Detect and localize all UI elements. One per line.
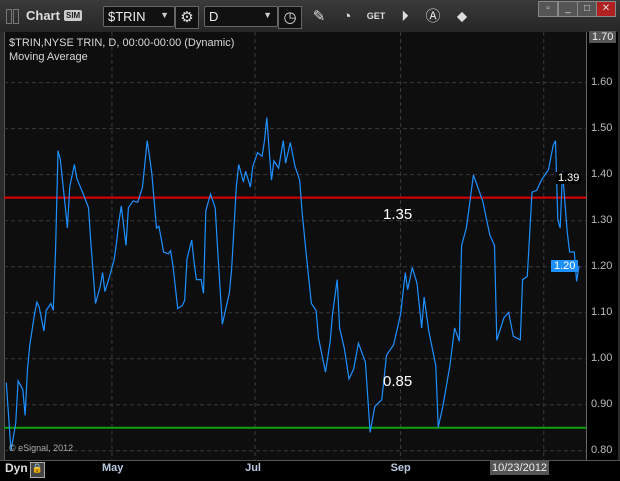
lock-icon[interactable]: 🔒 bbox=[30, 462, 45, 478]
symbol-dropdown[interactable]: $TRIN ▼ bbox=[103, 6, 175, 27]
pencil-icon[interactable]: ✎ bbox=[312, 8, 326, 25]
x-tick-label: Jul bbox=[245, 462, 261, 474]
play-icon[interactable]: ⏵ bbox=[401, 8, 409, 25]
time-axis[interactable] bbox=[0, 460, 620, 481]
cursor-date: 10/23/2012 bbox=[490, 461, 550, 475]
close-icon[interactable]: ✕ bbox=[596, 1, 616, 17]
alert-icon[interactable]: Ⓐ bbox=[425, 8, 441, 25]
legend-symbol: $TRIN,NYSE TRIN, D, 00:00-00:00 (Dynamic… bbox=[9, 37, 235, 49]
y-tick-label: 1.20 bbox=[591, 259, 613, 272]
title-bar: Chart SIM $TRIN ▼ ⚙ D ▼ ◷ ✎ ◔ GET ⏵ Ⓐ ⬥ ▫ … bbox=[0, 0, 620, 32]
y-tick-label: 1.30 bbox=[591, 213, 613, 226]
interval-dropdown[interactable]: D ▼ bbox=[204, 6, 278, 27]
trin-series-line bbox=[5, 117, 580, 451]
interval-value: D bbox=[209, 9, 219, 24]
price-tag-other: 1.39 bbox=[556, 172, 582, 185]
x-tick-label: May bbox=[101, 462, 124, 474]
y-tick-label: 1.00 bbox=[591, 351, 613, 364]
study-icon[interactable]: ◔ bbox=[342, 8, 352, 25]
sim-badge: SIM bbox=[64, 10, 83, 21]
x-tick-label: Sep bbox=[390, 462, 411, 474]
top-price-tag: 1.70 bbox=[589, 31, 617, 43]
y-tick-label: 1.40 bbox=[591, 167, 613, 180]
upper-line-label: 1.35 bbox=[383, 206, 413, 223]
plot-area[interactable] bbox=[4, 32, 587, 460]
link-icon[interactable]: ⬥ bbox=[456, 8, 468, 25]
clock-icon[interactable]: ◷ bbox=[278, 6, 302, 29]
get-icon[interactable]: GET bbox=[366, 11, 386, 21]
y-tick-label: 1.50 bbox=[591, 121, 613, 134]
chevron-down-icon: ▼ bbox=[160, 10, 169, 20]
symbol-value: $TRIN bbox=[108, 9, 146, 24]
chevron-down-icon: ▼ bbox=[263, 10, 272, 20]
copyright: © eSignal, 2012 bbox=[9, 443, 74, 453]
window-title: Chart bbox=[26, 8, 60, 23]
y-tick-label: 1.60 bbox=[591, 75, 613, 88]
drag-handle-icon[interactable] bbox=[6, 9, 12, 24]
lower-line-label: 0.85 bbox=[383, 373, 413, 390]
y-tick-label: 1.10 bbox=[591, 305, 613, 318]
y-tick-label: 0.80 bbox=[591, 443, 613, 456]
y-tick-label: 0.90 bbox=[591, 397, 613, 410]
price-axis[interactable] bbox=[586, 32, 618, 460]
drag-handle-icon[interactable] bbox=[13, 9, 19, 24]
last-value-tag: 1.20 bbox=[551, 259, 579, 272]
gear-icon[interactable]: ⚙ bbox=[175, 6, 199, 29]
legend-study[interactable]: Moving Average bbox=[9, 51, 88, 63]
minimize-icon[interactable]: ▫ bbox=[538, 1, 558, 17]
dyn-label: Dyn bbox=[5, 461, 28, 475]
